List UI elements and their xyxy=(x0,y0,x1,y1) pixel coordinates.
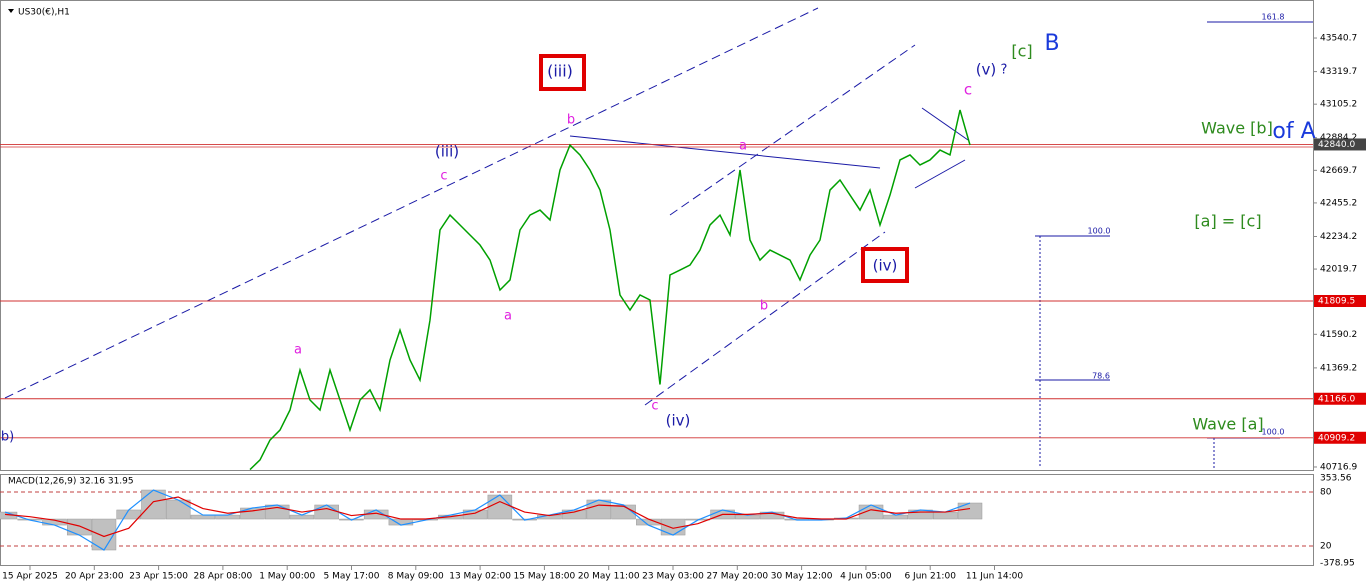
wave-label: (iii) xyxy=(547,62,573,81)
y-tick-label: 40716.9 xyxy=(1320,462,1357,472)
macd-bar xyxy=(858,504,884,520)
x-tick-label: 30 May 12:00 xyxy=(771,572,833,582)
chart-title: US30(€),H1 xyxy=(18,8,70,18)
macd-bar xyxy=(141,489,166,520)
x-tick-label: 15 Apr 2025 xyxy=(2,572,58,582)
x-tick-label: 4 Jun 05:00 xyxy=(840,572,892,582)
y-tick-label: 42669.7 xyxy=(1320,166,1357,176)
y-tick-label: 42884.2 xyxy=(1320,133,1357,143)
macd-bar xyxy=(66,518,92,536)
wave-label: of A xyxy=(1272,119,1315,144)
macd-level-label: 20 xyxy=(1320,542,1332,552)
x-tick-label: 6 Jun 21:00 xyxy=(904,572,956,582)
y-tick-label: 43540.7 xyxy=(1320,34,1357,44)
macd-signal-line xyxy=(4,496,971,538)
wave-label: (iv) xyxy=(666,412,691,430)
wave-label: a xyxy=(504,309,512,324)
price-label: 41809.5 xyxy=(1318,297,1355,307)
macd-frame xyxy=(0,474,1314,566)
wave-label: 161.8 xyxy=(1262,13,1285,22)
wave-label: (iii) xyxy=(435,143,459,161)
macd-tick-label: -378.95 xyxy=(1320,559,1355,569)
price-label-bg xyxy=(1314,392,1366,405)
wave-label: 100.0 xyxy=(1088,227,1111,236)
macd-bar xyxy=(933,511,958,520)
wave-label: b xyxy=(567,113,575,128)
x-tick-label: 15 May 18:00 xyxy=(514,572,576,582)
y-tick-label: 42455.2 xyxy=(1320,198,1357,208)
x-tick-label: 28 Apr 08:00 xyxy=(194,572,253,582)
macd-bar xyxy=(314,504,339,520)
macd-bar xyxy=(165,499,191,520)
price-label: 42840.0 xyxy=(1318,140,1355,150)
y-tick-label: 43319.7 xyxy=(1320,67,1357,77)
y-tick-label: 41590.2 xyxy=(1320,330,1357,340)
wedge-lines xyxy=(569,107,969,189)
menu-arrow xyxy=(8,9,14,13)
wave-label: (iv) xyxy=(873,257,898,275)
price-line xyxy=(249,109,971,471)
wave-label: Wave [b] xyxy=(1201,119,1273,138)
wave-label: a xyxy=(739,139,747,154)
x-tick-label: 20 Apr 23:00 xyxy=(65,572,124,582)
wave-label: Wave [a] xyxy=(1192,415,1263,434)
x-tick-label: 27 May 20:00 xyxy=(706,572,768,582)
price-label: 41166.0 xyxy=(1318,394,1355,404)
macd-bar xyxy=(487,494,513,520)
price-label: 40909.2 xyxy=(1318,433,1355,443)
macd-tick-label: 353.56 xyxy=(1320,474,1352,484)
price-label-bg xyxy=(1314,295,1366,308)
fib-lines xyxy=(1035,21,1313,468)
wave-label: [a] = [c] xyxy=(1194,212,1261,231)
y-tick-label: 42234.2 xyxy=(1320,232,1357,242)
macd-level-label: 80 xyxy=(1320,488,1332,498)
x-tick-label: 20 May 11:00 xyxy=(578,572,640,582)
x-tick-label: 5 May 17:00 xyxy=(324,572,380,582)
wave-label: b xyxy=(760,299,768,314)
macd-bar xyxy=(957,502,983,520)
price-label-bg xyxy=(1314,431,1366,444)
macd-title: MACD(12,26,9) 32.16 31.95 xyxy=(8,477,134,487)
x-tick-label: 1 May 00:00 xyxy=(259,572,315,582)
x-tick-label: 11 Jun 14:00 xyxy=(966,572,1023,582)
x-tick-label: 8 May 09:00 xyxy=(388,572,444,582)
wave-label: c xyxy=(440,169,447,184)
wave-label: c xyxy=(651,399,658,414)
wave-label: c xyxy=(964,81,972,99)
highlight-box xyxy=(539,54,586,91)
wave-label: 78.6 xyxy=(1092,372,1110,381)
wave-label: [c] xyxy=(1011,42,1032,61)
y-tick-label: 42019.7 xyxy=(1320,265,1357,275)
x-tick-label: 13 May 02:00 xyxy=(449,572,511,582)
trend-lines xyxy=(4,7,916,406)
wave-label: a xyxy=(294,343,302,358)
macd-levels xyxy=(0,491,1313,547)
macd-main-line xyxy=(4,489,971,551)
main-frame xyxy=(0,0,1314,471)
highlight-box xyxy=(861,247,909,283)
wave-label: 100.0 xyxy=(1262,428,1285,437)
wave-label: ? xyxy=(1001,63,1008,78)
x-tick-label: 23 May 03:00 xyxy=(642,572,704,582)
price-label-bg xyxy=(1314,138,1366,151)
wave-label: B xyxy=(1044,31,1059,56)
x-tick-label: 23 Apr 15:00 xyxy=(129,572,188,582)
macd-bar xyxy=(116,509,141,520)
y-tick-label: 43105.2 xyxy=(1320,100,1357,110)
wave-label: (b) xyxy=(0,430,14,445)
y-tick-label: 41369.2 xyxy=(1320,363,1357,373)
wave-label: (v) xyxy=(976,61,997,79)
